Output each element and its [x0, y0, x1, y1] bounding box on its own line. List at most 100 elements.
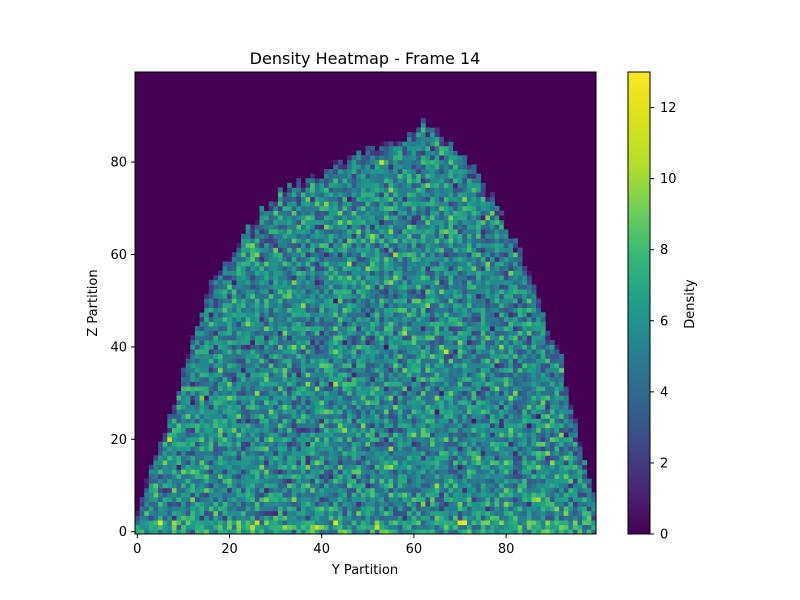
- heatmap-cell: [351, 464, 357, 470]
- heatmap-cell: [462, 339, 468, 345]
- heatmap-cell: [199, 344, 205, 350]
- heatmap-cell: [268, 252, 274, 258]
- heatmap-cell: [471, 529, 477, 535]
- heatmap-cell: [416, 339, 422, 345]
- heatmap-cell: [287, 358, 293, 364]
- heatmap-cell: [356, 381, 362, 387]
- heatmap-cell: [383, 506, 389, 512]
- heatmap-cell: [425, 339, 431, 345]
- heatmap-cell: [397, 497, 403, 503]
- heatmap-cell: [347, 298, 353, 304]
- heatmap-cell: [291, 363, 297, 369]
- heatmap-cell: [181, 487, 187, 493]
- heatmap-cell: [439, 510, 445, 516]
- heatmap-cell: [416, 367, 422, 373]
- heatmap-cell: [310, 238, 316, 244]
- heatmap-cell: [471, 256, 477, 262]
- heatmap-cell: [453, 478, 459, 484]
- heatmap-cell: [420, 386, 426, 392]
- heatmap-cell: [434, 520, 440, 526]
- heatmap-cell: [324, 330, 329, 336]
- heatmap-cell: [277, 307, 283, 313]
- heatmap-cell: [406, 321, 412, 327]
- heatmap-cell: [430, 381, 435, 387]
- heatmap-cell: [300, 515, 306, 521]
- heatmap-cell: [411, 339, 417, 345]
- heatmap-cell: [268, 376, 274, 382]
- heatmap-cell: [199, 386, 205, 392]
- heatmap-cell: [310, 219, 316, 225]
- heatmap-cell: [287, 330, 293, 336]
- heatmap-cell: [411, 326, 417, 332]
- heatmap-cell: [383, 233, 389, 239]
- heatmap-cell: [153, 455, 159, 461]
- heatmap-cell: [268, 233, 274, 239]
- heatmap-cell: [411, 515, 417, 521]
- heatmap-cell: [296, 196, 302, 202]
- heatmap-cell: [393, 256, 399, 262]
- heatmap-cell: [383, 510, 389, 516]
- heatmap-cell: [420, 353, 426, 359]
- heatmap-cell: [443, 469, 449, 475]
- heatmap-cell: [208, 450, 214, 456]
- heatmap-cell: [328, 372, 334, 378]
- heatmap-cell: [416, 196, 422, 202]
- heatmap-cell: [268, 266, 274, 272]
- heatmap-cell: [360, 464, 366, 470]
- heatmap-cell: [250, 441, 256, 447]
- heatmap-cell: [310, 418, 316, 424]
- heatmap-cell: [393, 413, 399, 419]
- heatmap-cell: [360, 312, 366, 318]
- heatmap-cell: [227, 404, 233, 410]
- heatmap-cell: [231, 487, 237, 493]
- heatmap-cell: [185, 386, 191, 392]
- heatmap-cell: [420, 229, 426, 235]
- heatmap-cell: [434, 145, 440, 151]
- heatmap-cell: [305, 386, 311, 392]
- heatmap-cell: [300, 432, 306, 438]
- heatmap-cell: [411, 224, 417, 230]
- heatmap-cell: [305, 326, 311, 332]
- heatmap-cell: [388, 270, 394, 276]
- heatmap-cell: [453, 460, 459, 466]
- heatmap-cell: [383, 303, 389, 308]
- heatmap-cell: [342, 381, 348, 387]
- heatmap-cell: [388, 381, 394, 387]
- heatmap-cell: [190, 515, 196, 521]
- heatmap-cell: [420, 372, 426, 378]
- heatmap-cell: [434, 215, 440, 221]
- heatmap-cell: [420, 335, 426, 341]
- heatmap-cell: [254, 464, 260, 470]
- heatmap-cell: [314, 252, 320, 258]
- heatmap-cell: [360, 266, 366, 272]
- heatmap-cell: [282, 205, 288, 211]
- heatmap-cell: [314, 275, 320, 281]
- heatmap-cell: [434, 469, 440, 475]
- heatmap-cell: [300, 289, 306, 295]
- heatmap-cell: [370, 275, 376, 281]
- heatmap-cell: [397, 529, 403, 535]
- heatmap-cell: [365, 339, 371, 345]
- heatmap-cell: [347, 307, 353, 313]
- heatmap-cell: [310, 279, 316, 285]
- heatmap-cell: [448, 224, 454, 230]
- heatmap-cell: [158, 446, 164, 452]
- heatmap-cell: [397, 266, 403, 272]
- heatmap-cell: [277, 367, 283, 373]
- heatmap-cell: [273, 432, 279, 438]
- heatmap-cell: [393, 404, 399, 410]
- heatmap-cell: [236, 289, 242, 295]
- heatmap-cell: [434, 293, 440, 299]
- heatmap-cell: [222, 363, 228, 369]
- heatmap-cell: [264, 395, 270, 401]
- heatmap-cell: [236, 252, 242, 258]
- heatmap-cell: [241, 293, 246, 299]
- heatmap-cell: [236, 506, 242, 512]
- heatmap-cell: [204, 506, 210, 512]
- heatmap-cell: [420, 492, 426, 498]
- heatmap-cell: [217, 298, 223, 304]
- heatmap-cell: [250, 464, 256, 470]
- heatmap-cell: [388, 242, 394, 248]
- heatmap-cell: [222, 506, 228, 512]
- heatmap-cell: [250, 238, 256, 244]
